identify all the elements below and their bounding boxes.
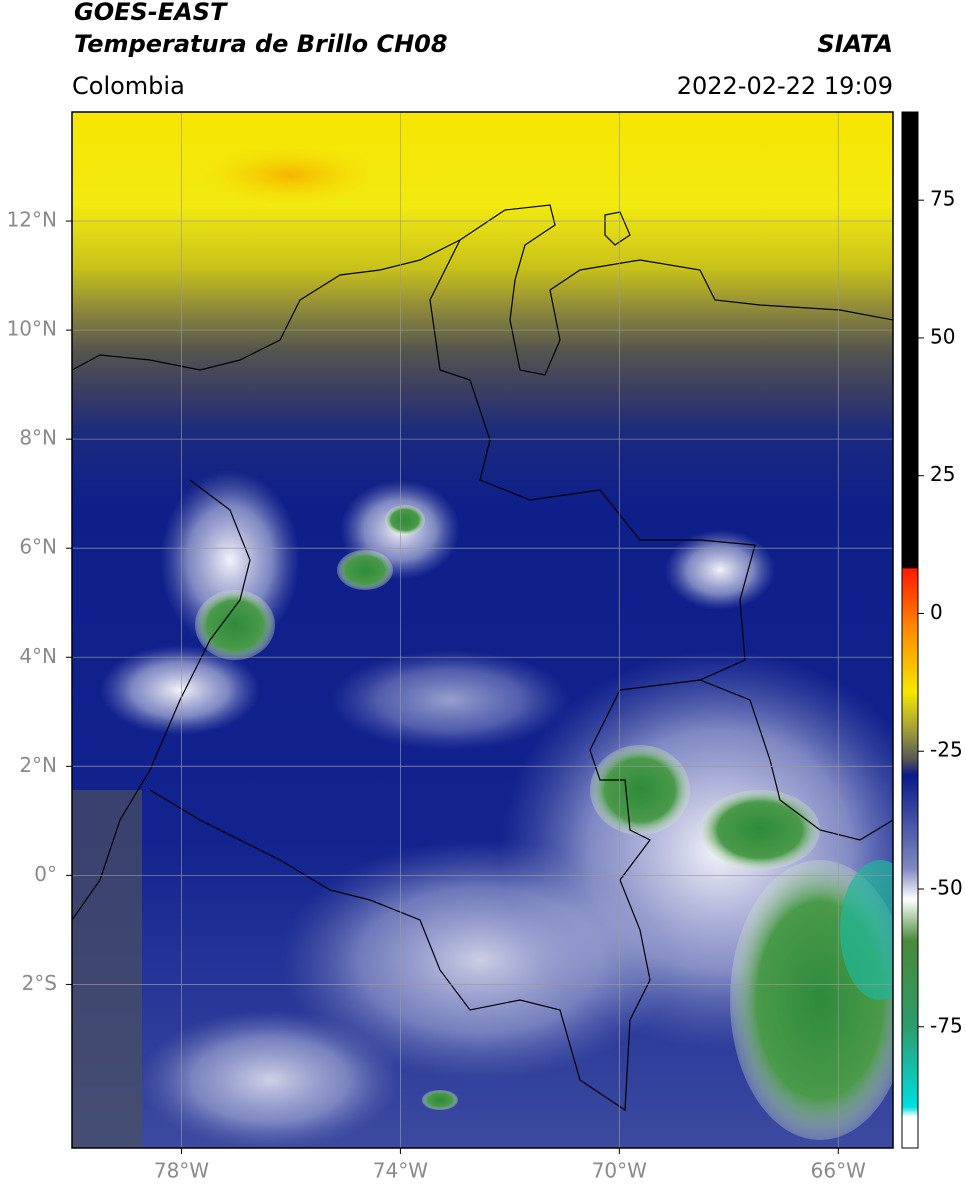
x-tick-label: 74°W xyxy=(373,1159,428,1183)
map-frame xyxy=(71,111,894,1149)
colorbar-tick-label: 50 xyxy=(930,324,955,348)
imagery xyxy=(72,112,893,1148)
y-tick-label: 12°N xyxy=(7,208,57,232)
colorbar-tick-label: -25 xyxy=(930,738,963,762)
colorbar-tick-label: -75 xyxy=(930,1013,963,1037)
x-tick-label: 78°W xyxy=(154,1159,209,1183)
y-tick-label: 0° xyxy=(34,862,57,886)
colorbar xyxy=(901,111,919,1149)
title: GOES-EAST xyxy=(74,0,228,26)
source: SIATA xyxy=(817,30,893,58)
y-tick-label: 10°N xyxy=(7,317,57,341)
y-tick-label: 2°S xyxy=(22,971,57,995)
colorbar-tick-label: 75 xyxy=(930,187,955,211)
colorbar-tick-label: -50 xyxy=(930,876,963,900)
colorbar-tick-label: 25 xyxy=(930,462,955,486)
grid xyxy=(72,112,893,1148)
x-tick-label: 66°W xyxy=(811,1159,866,1183)
x-tick-label: 70°W xyxy=(592,1159,647,1183)
y-tick-label: 6°N xyxy=(19,535,57,559)
y-tick-label: 4°N xyxy=(19,644,57,668)
datetime: 2022-02-22 19:09 xyxy=(677,72,893,100)
y-tick-label: 2°N xyxy=(19,753,57,777)
colorbar-tick-label: 0 xyxy=(930,600,943,624)
region: Colombia xyxy=(72,72,185,100)
subtitle: Temperatura de Brillo CH08 xyxy=(74,30,448,58)
y-tick-label: 8°N xyxy=(19,426,57,450)
